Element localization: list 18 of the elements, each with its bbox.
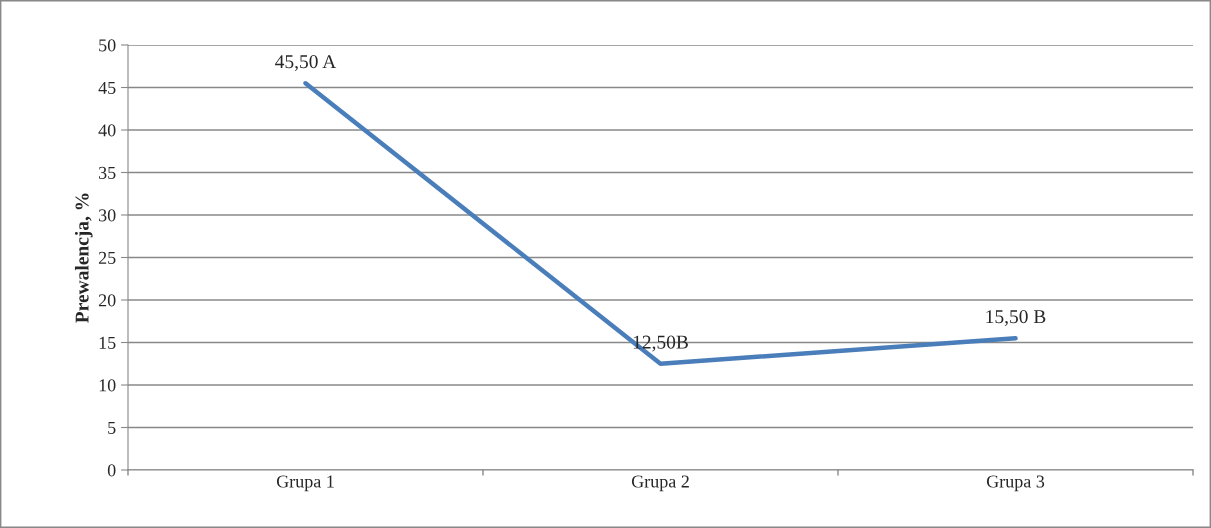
y-axis-title: Prewalencja, % <box>74 193 93 323</box>
y-tick-label: 0 <box>107 464 116 477</box>
y-tick-label: 20 <box>98 294 116 307</box>
x-tick-label: Grupa 3 <box>986 475 1045 492</box>
y-tick-label: 40 <box>98 124 116 137</box>
data-label: 15,50 B <box>986 310 1046 326</box>
data-label: 12,50B <box>633 335 688 352</box>
y-tick-label: 10 <box>99 379 116 392</box>
x-tick-label: Grupa 2 <box>631 475 689 492</box>
y-tick-label: 35 <box>99 166 116 179</box>
y-tick-label: 50 <box>99 39 116 52</box>
y-tick-label: 25 <box>98 251 116 264</box>
x-tick-label: Grupa 1 <box>276 475 334 492</box>
data-label: 45,50 A <box>275 55 337 71</box>
y-tick-label: 30 <box>99 209 116 222</box>
y-tick-label: 15 <box>99 336 116 349</box>
y-tick-label: 45 <box>98 81 116 94</box>
y-tick-label: 5 <box>108 421 116 434</box>
